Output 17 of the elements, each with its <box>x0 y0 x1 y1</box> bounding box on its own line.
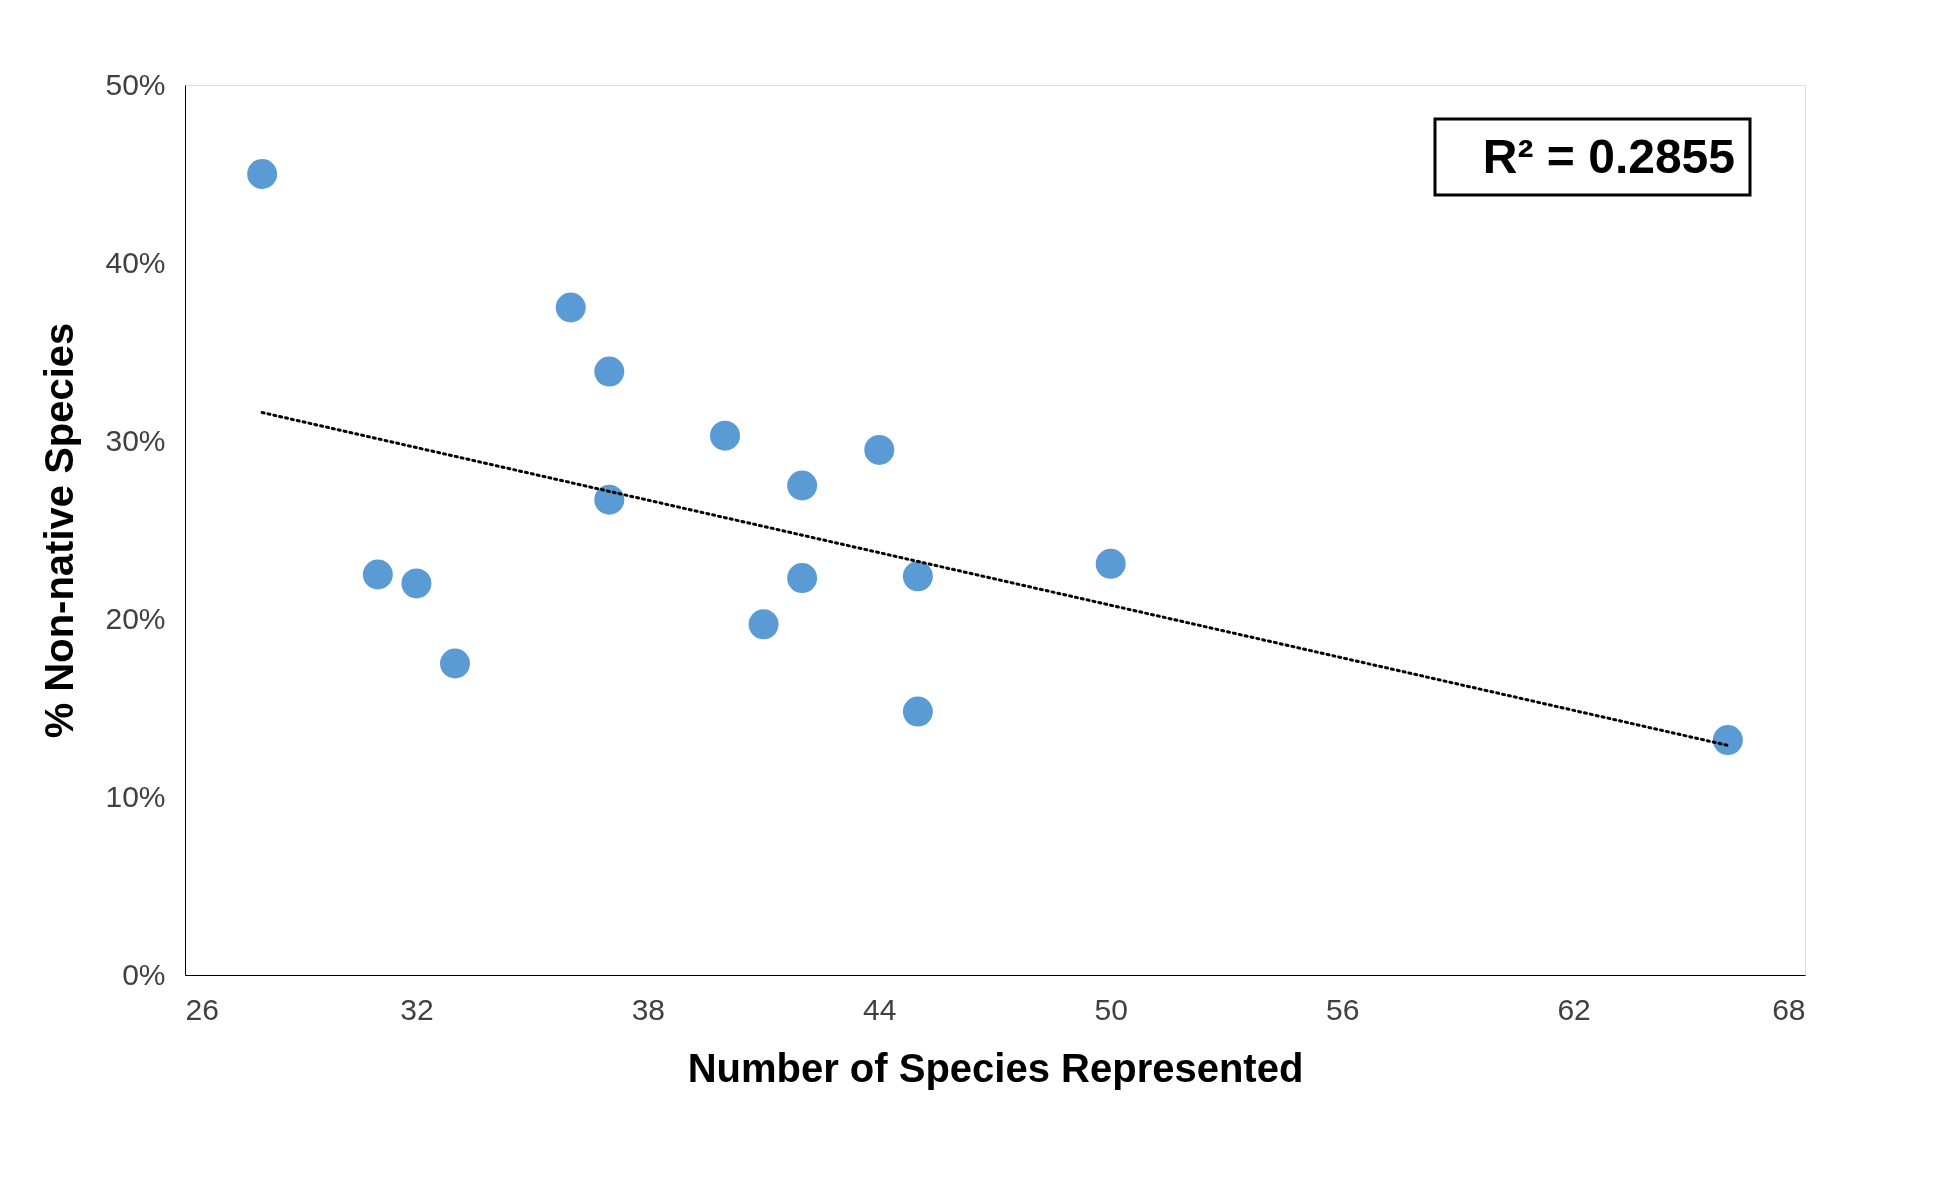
x-tick-label: 62 <box>1557 992 1591 1026</box>
y-tick-label: 10% <box>105 779 166 813</box>
x-tick-label: 38 <box>631 992 666 1026</box>
x-tick-label: 50 <box>1094 992 1128 1026</box>
x-tick-label: 26 <box>185 992 219 1026</box>
x-tick-label: 68 <box>1772 992 1806 1026</box>
y-tick-label: 30% <box>105 423 166 457</box>
x-tick-label: 44 <box>863 992 897 1026</box>
y-tick-label: 40% <box>105 245 166 279</box>
y-axis-title: % Non-native Species <box>37 322 82 739</box>
x-axis-title: Number of Species Represented <box>687 1045 1304 1090</box>
x-tick-label: 56 <box>1325 992 1360 1026</box>
x-tick-label: 32 <box>400 992 434 1026</box>
y-tick-label: 20% <box>105 601 166 635</box>
y-tick-label: 0% <box>122 957 166 991</box>
annotation: R² = 0.2855 <box>1482 130 1735 183</box>
y-tick-label: 50% <box>105 67 166 101</box>
